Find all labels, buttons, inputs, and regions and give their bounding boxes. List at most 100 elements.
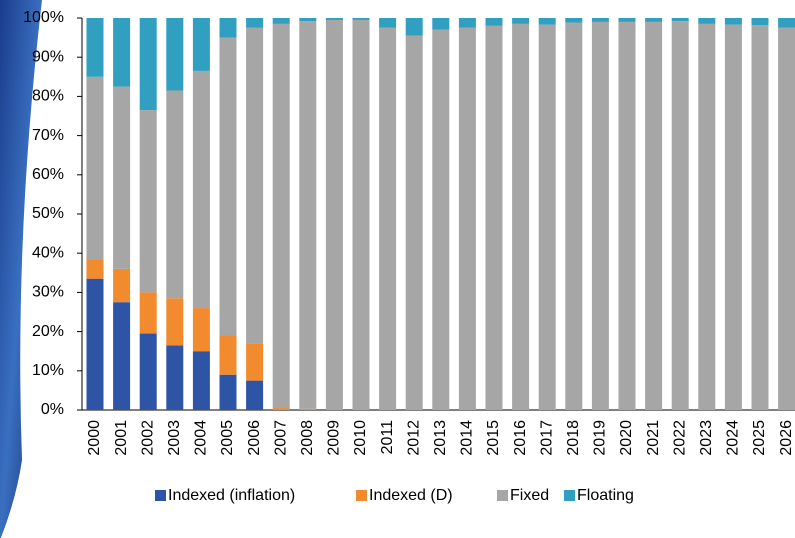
bar-segment — [139, 110, 157, 293]
bar-segment — [565, 22, 583, 410]
bar-segment — [192, 18, 210, 71]
bar-segment — [246, 18, 264, 28]
legend-label: Floating — [577, 487, 634, 504]
x-tick-label: 2004 — [193, 420, 210, 456]
y-tick-label: 80% — [32, 88, 64, 105]
bar-segment — [219, 374, 237, 410]
bar-segment — [618, 21, 636, 410]
x-tick-label: 2015 — [485, 420, 502, 456]
y-tick-label: 20% — [32, 323, 64, 340]
bar-segment — [113, 18, 131, 87]
bar-segment — [219, 335, 237, 375]
bar-segment — [538, 24, 556, 410]
legend-label: Fixed — [510, 487, 549, 504]
bar-segment — [166, 298, 184, 346]
bar-segment — [219, 37, 237, 336]
bar-segment — [565, 18, 583, 23]
bar-segment — [246, 380, 264, 410]
bar-segment — [166, 90, 184, 299]
bar-segment — [299, 408, 317, 410]
x-tick-label: 2007 — [272, 420, 289, 456]
bar-segment — [671, 21, 689, 411]
plot-area: 0% 10% 20% 30% 40% 50% 60% 70% 80% 90% 100% 2000 200… — [23, 9, 795, 456]
legend-label: Indexed (D) — [369, 487, 453, 504]
x-tick-label: 2012 — [405, 420, 422, 456]
bar-segment — [405, 35, 423, 410]
x-tick-label: 2016 — [512, 420, 529, 456]
bar-segment — [86, 18, 104, 77]
decoration — [0, 0, 42, 538]
bar-segment — [485, 25, 503, 411]
x-tick-label: 2011 — [379, 420, 396, 455]
y-tick-label: 30% — [32, 284, 64, 301]
bar-segment — [113, 86, 131, 269]
bar-segment — [405, 18, 423, 36]
y-tick-label: 100% — [23, 9, 64, 26]
bar-segment — [86, 278, 104, 410]
bar-segment — [166, 345, 184, 410]
bar-segment — [645, 21, 663, 410]
x-tick-label: 2006 — [246, 420, 263, 456]
bar-segment — [113, 268, 131, 303]
bar-segment — [458, 18, 476, 28]
bar-segment — [698, 23, 716, 410]
bar-segment — [219, 18, 237, 38]
bar-segment — [379, 18, 397, 28]
x-tick-label: 2001 — [113, 420, 130, 456]
bar-segment — [698, 18, 716, 24]
bar-segment — [139, 18, 157, 111]
legend-swatch — [356, 490, 367, 501]
bar-segment — [512, 23, 530, 410]
bar-segment — [139, 292, 157, 334]
bar-segment — [458, 27, 476, 411]
bar-segment — [192, 70, 210, 309]
bar-segment — [618, 18, 636, 22]
bar-segment — [299, 21, 317, 409]
bar-segment — [512, 18, 530, 24]
bar-segment — [299, 18, 317, 22]
x-tick-label: 2009 — [326, 420, 343, 456]
y-tick-label: 90% — [32, 48, 64, 65]
bar-segment — [166, 18, 184, 91]
bar-segment — [192, 308, 210, 352]
bar-segment — [352, 19, 370, 411]
x-tick-label: 2017 — [538, 420, 555, 456]
bar-segment — [272, 23, 290, 409]
x-tick-label: 2008 — [299, 420, 316, 456]
y-tick-label: 10% — [32, 362, 64, 379]
bar-segment — [432, 18, 450, 30]
legend-swatch — [497, 490, 508, 501]
bar-segment — [671, 18, 689, 22]
x-tick-label: 2018 — [565, 420, 582, 456]
bar-segment — [724, 24, 742, 410]
y-tick-label: 60% — [32, 166, 64, 183]
bar-segment — [724, 18, 742, 25]
x-tick-label: 2005 — [219, 420, 236, 456]
x-tick-label: 2025 — [751, 420, 768, 456]
x-tick-label: 2023 — [698, 420, 715, 456]
bar-segment — [778, 27, 795, 411]
x-tick-label: 2013 — [432, 420, 449, 456]
bar-segment — [246, 343, 264, 381]
bar-segment — [272, 408, 290, 410]
x-tick-label: 2019 — [592, 420, 609, 456]
x-tick-label: 2024 — [725, 420, 742, 456]
bar-segment — [538, 18, 556, 25]
bar-segment — [591, 21, 609, 410]
bar-segment — [139, 333, 157, 410]
bar-segment — [751, 25, 769, 410]
y-tick-label: 50% — [32, 205, 64, 222]
y-tick-label: 0% — [41, 401, 64, 418]
bar-segment — [325, 18, 343, 20]
x-tick-label: 2026 — [778, 420, 795, 456]
x-tick-label: 2010 — [352, 420, 369, 456]
bar-segment — [246, 27, 264, 344]
legend: Indexed (inflation) Indexed (D) Fixed Float… — [155, 487, 634, 504]
x-tick-label: 2000 — [86, 420, 103, 456]
x-tick-label: 2022 — [671, 420, 688, 456]
bar-segment — [352, 18, 370, 20]
legend-swatch — [155, 490, 166, 501]
x-tick-label: 2021 — [645, 420, 662, 456]
bar-segment — [272, 18, 290, 24]
bar-segment — [485, 18, 503, 26]
